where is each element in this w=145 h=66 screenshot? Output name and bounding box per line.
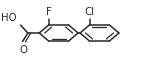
- Text: Cl: Cl: [85, 7, 95, 17]
- Text: O: O: [19, 45, 27, 55]
- Text: HO: HO: [1, 13, 17, 23]
- Text: F: F: [46, 7, 52, 17]
